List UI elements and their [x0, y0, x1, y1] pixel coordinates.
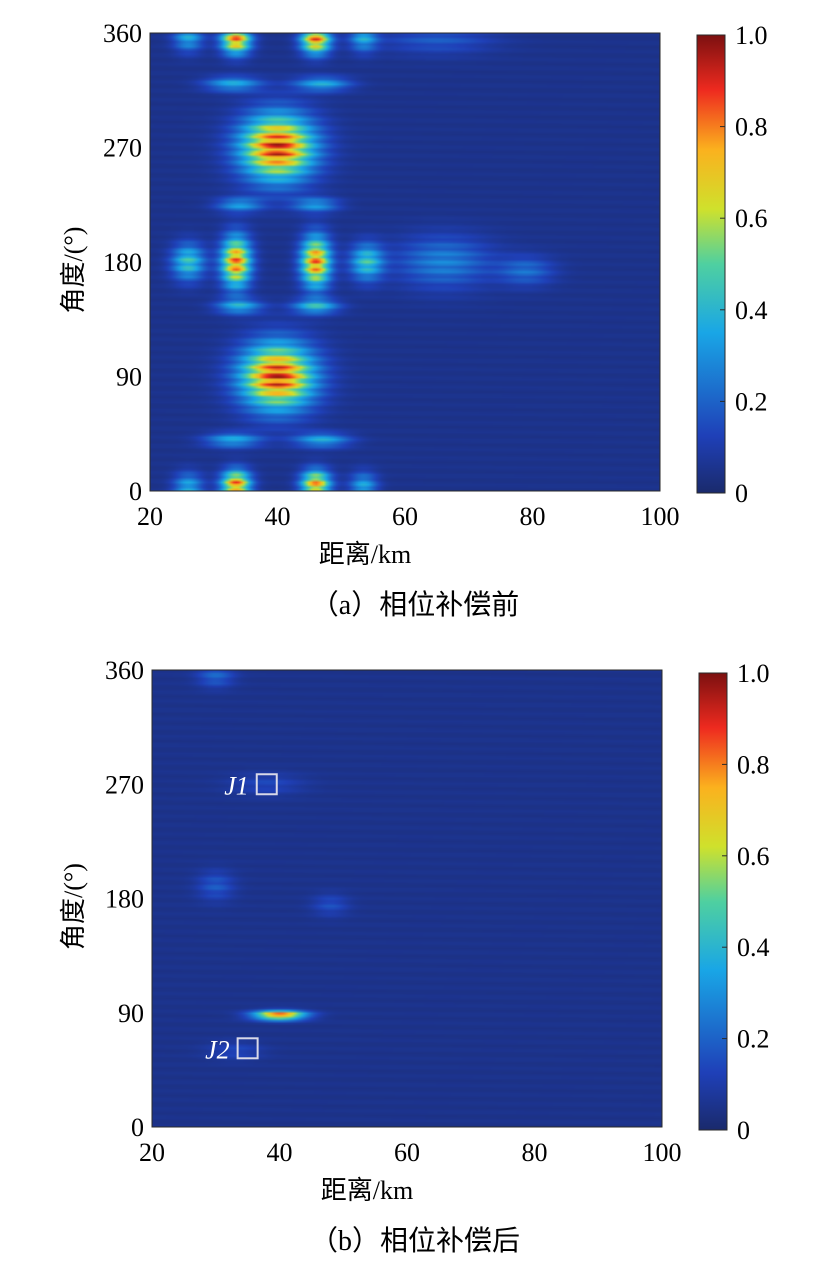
x-tick-label: 80 [522, 1138, 548, 1167]
colorbar [698, 672, 728, 1131]
chart-a: 20 40 60 80 100 0 90 180 270 360 距离/km 角度/(°) 0 0.2 0.… [59, 19, 768, 621]
colorbar [696, 34, 726, 494]
x-tick-label: 40 [265, 502, 291, 531]
colorbar-tick-label: 1.0 [737, 659, 770, 688]
y-tick-label: 360 [103, 19, 142, 48]
colorbar-tick-label: 1.0 [735, 21, 768, 50]
y-tick-label: 270 [103, 134, 142, 163]
colorbar-tick-label: 0.8 [735, 113, 768, 142]
colorbar-tick-label: 0.6 [735, 204, 768, 233]
y-tick-label: 90 [118, 999, 144, 1028]
x-axis-label: 距离/km [319, 540, 411, 569]
chart-b: 20 40 60 80 100 0 90 180 270 360 距离/km 角度/(°) 0 0.2 0.… [59, 656, 770, 1257]
x-tick-label: 80 [520, 502, 546, 531]
heatmap-image [150, 33, 660, 491]
x-axis-label: 距离/km [321, 1176, 413, 1205]
colorbar-tick-label: 0 [735, 479, 748, 508]
colorbar-tick-label: 0.4 [737, 933, 770, 962]
colorbar-tick-label: 0.2 [735, 387, 768, 416]
y-tick-label: 360 [105, 656, 144, 685]
x-tick-label: 100 [641, 502, 680, 531]
x-tick-label: 20 [139, 1138, 165, 1167]
y-tick-label: 0 [129, 477, 142, 506]
y-tick-label: 90 [116, 363, 142, 392]
y-axis-label: 角度/(°) [59, 227, 88, 314]
x-tick-label: 60 [394, 1138, 420, 1167]
y-tick-label: 270 [105, 770, 144, 799]
y-tick-label: 0 [131, 1113, 144, 1142]
y-axis-label: 角度/(°) [59, 863, 88, 950]
x-tick-label: 20 [137, 502, 163, 531]
annotation-label: J1 [224, 771, 249, 800]
colorbar-tick-label: 0 [737, 1116, 750, 1145]
annotation-label: J2 [205, 1035, 230, 1064]
plot-frame [151, 669, 663, 1128]
colorbar-tick-label: 0.4 [735, 296, 768, 325]
plot-frame [149, 32, 661, 492]
x-tick-label: 40 [267, 1138, 293, 1167]
y-tick-label: 180 [103, 248, 142, 277]
colorbar-tick-label: 0.2 [737, 1025, 770, 1054]
x-tick-label: 60 [392, 502, 418, 531]
annotation-box [236, 1037, 259, 1060]
colorbar-tick-label: 0.8 [737, 750, 770, 779]
y-tick-label: 180 [105, 885, 144, 914]
x-tick-label: 100 [643, 1138, 682, 1167]
annotation-box [255, 773, 278, 796]
chart-caption: （a）相位补偿前 [311, 589, 519, 621]
colorbar-tick-label: 0.6 [737, 842, 770, 871]
chart-caption: （b）相位补偿后 [310, 1225, 520, 1257]
